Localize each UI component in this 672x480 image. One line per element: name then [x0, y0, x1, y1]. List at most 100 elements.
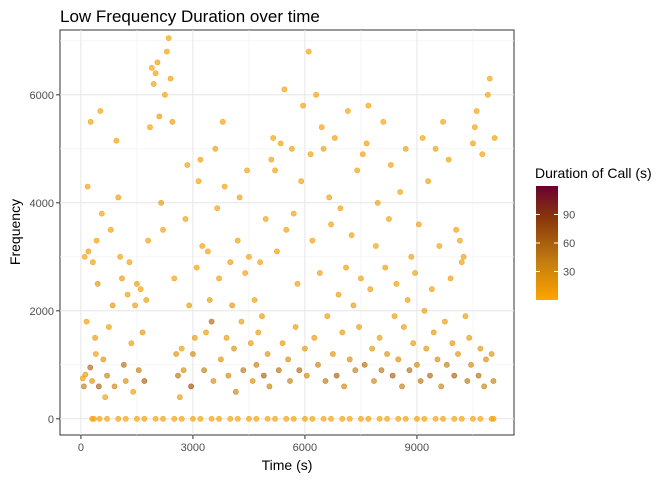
data-point — [272, 415, 278, 422]
data-point — [150, 81, 157, 87]
x-axis: 0 3000 6000 9000 — [78, 435, 429, 454]
data-point — [115, 415, 122, 422]
data-point — [160, 226, 166, 233]
data-point — [240, 367, 247, 374]
data-point — [365, 415, 372, 422]
data-point — [322, 378, 329, 384]
data-point — [82, 371, 89, 378]
data-point — [106, 324, 112, 330]
data-point — [453, 226, 460, 233]
data-point — [137, 286, 144, 293]
data-point — [165, 35, 172, 41]
data-point — [307, 151, 314, 158]
data-point — [477, 415, 484, 422]
data-point — [358, 275, 364, 282]
data-point — [152, 70, 159, 77]
data-point — [290, 210, 297, 217]
data-point — [337, 205, 344, 212]
data-point — [134, 280, 140, 287]
data-point — [206, 297, 213, 303]
data-point — [324, 313, 331, 320]
data-point — [135, 367, 142, 374]
data-point — [395, 356, 402, 363]
data-point — [481, 383, 488, 390]
data-point — [148, 64, 155, 71]
data-point — [173, 351, 180, 357]
x-tick-label: 6000 — [293, 442, 317, 454]
data-point — [190, 415, 196, 422]
data-point — [445, 156, 452, 163]
data-point — [272, 167, 278, 174]
data-point — [253, 415, 260, 422]
data-point — [169, 118, 176, 125]
data-point — [376, 415, 383, 422]
data-point — [384, 351, 390, 357]
data-point — [451, 415, 458, 422]
data-point — [100, 356, 107, 363]
data-point — [141, 415, 148, 422]
y-axis-title: Frequency — [7, 199, 23, 265]
data-point — [456, 237, 463, 244]
data-point — [343, 264, 349, 271]
data-point — [257, 259, 264, 266]
data-point — [212, 145, 219, 152]
data-point — [382, 264, 389, 271]
data-point — [199, 243, 206, 249]
data-point — [279, 340, 286, 347]
data-point — [320, 145, 327, 152]
data-point — [470, 140, 476, 147]
data-point — [171, 415, 178, 422]
data-point — [195, 178, 202, 185]
data-point — [147, 124, 153, 131]
data-point — [115, 194, 122, 201]
color-legend: Duration of Call (s) 30 60 90 — [535, 165, 652, 300]
data-point — [156, 113, 163, 120]
data-point — [128, 340, 135, 347]
data-point — [316, 270, 323, 276]
data-point — [283, 415, 290, 422]
data-point — [356, 324, 362, 330]
data-point — [277, 140, 284, 147]
data-point — [190, 351, 196, 357]
data-point — [260, 372, 267, 379]
data-point — [315, 361, 321, 368]
data-point — [98, 210, 105, 217]
plot-panel — [59, 29, 515, 436]
data-point — [365, 102, 372, 109]
data-point — [84, 183, 91, 190]
data-point — [344, 108, 351, 114]
data-point — [227, 415, 234, 422]
data-point — [449, 340, 456, 347]
data-point — [486, 75, 493, 82]
data-point — [111, 383, 118, 390]
data-point — [326, 194, 333, 201]
data-point — [255, 329, 262, 336]
data-point — [313, 91, 320, 98]
data-point — [89, 259, 96, 266]
data-point — [216, 415, 222, 422]
data-point — [290, 415, 297, 422]
data-point — [285, 356, 292, 363]
data-point — [227, 259, 234, 266]
data-point — [122, 378, 129, 384]
data-point — [309, 237, 316, 244]
data-point — [402, 415, 409, 422]
x-tick-label: 3000 — [181, 442, 205, 454]
data-point — [85, 248, 92, 255]
data-point — [417, 378, 424, 384]
data-point — [399, 383, 405, 390]
data-point — [359, 151, 366, 158]
data-point — [270, 135, 277, 141]
data-point — [412, 270, 418, 276]
data-point — [471, 124, 478, 131]
data-point — [408, 253, 415, 260]
data-point — [428, 286, 435, 293]
data-point — [229, 302, 236, 309]
data-point — [244, 167, 250, 174]
data-point — [393, 280, 400, 287]
data-point — [167, 75, 174, 82]
data-point — [117, 253, 124, 260]
data-point — [139, 329, 146, 336]
data-point — [275, 367, 282, 374]
data-point — [387, 162, 394, 168]
